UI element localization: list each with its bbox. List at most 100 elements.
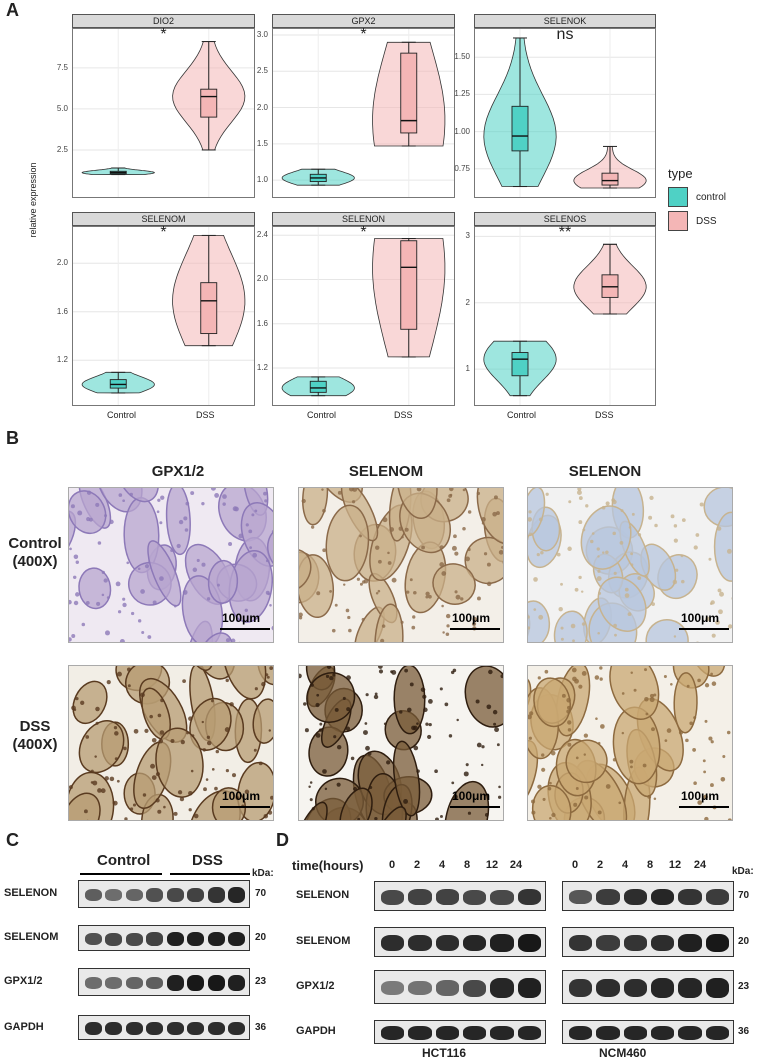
- cell-nucleus: [343, 583, 346, 586]
- facet-svg: [475, 227, 655, 405]
- cell-nucleus: [503, 569, 504, 573]
- cell-nucleus: [675, 568, 679, 572]
- cell-nucleus: [624, 593, 630, 598]
- cell-nucleus: [359, 582, 363, 586]
- protein-band: [381, 934, 405, 952]
- cell-nucleus: [451, 781, 455, 785]
- cell-nucleus: [528, 736, 532, 740]
- cell-nucleus: [708, 557, 712, 561]
- protein-band: [517, 934, 541, 952]
- ihc-micrograph: [298, 665, 504, 821]
- kda-value: 36: [255, 1021, 267, 1033]
- protein-band: [651, 1026, 675, 1040]
- tissue-crypt: [69, 562, 70, 636]
- cell-nucleus: [717, 526, 722, 531]
- cell-nucleus: [334, 603, 338, 607]
- cell-nucleus: [498, 785, 501, 789]
- cell-nucleus: [130, 611, 135, 616]
- significance-marker: *: [160, 224, 167, 241]
- cell-nucleus: [500, 674, 503, 679]
- y-tick-label: 2.0: [256, 102, 268, 112]
- cell-nucleus: [170, 549, 174, 553]
- cell-nucleus: [434, 769, 438, 774]
- cell-nucleus: [201, 720, 204, 724]
- cell-nucleus: [612, 531, 616, 536]
- cell-nucleus: [216, 583, 220, 587]
- facet-svg: [475, 29, 655, 197]
- cell-nucleus: [119, 638, 125, 642]
- panel-c-letter: C: [6, 830, 19, 850]
- y-tick-label: 1.6: [256, 318, 268, 328]
- cell-nucleus: [446, 498, 451, 503]
- cell-nucleus: [157, 498, 161, 502]
- cell-nucleus: [170, 738, 175, 743]
- cell-nucleus: [299, 673, 302, 679]
- cell-nucleus: [113, 726, 118, 730]
- cell-nucleus: [462, 488, 466, 492]
- time-point-label: 12: [668, 859, 682, 871]
- time-point-label: 0: [571, 859, 579, 871]
- cell-nucleus: [697, 678, 701, 683]
- cell-nucleus: [450, 670, 455, 675]
- protein-band: [569, 978, 593, 998]
- cell-nucleus: [407, 707, 412, 713]
- tissue-crypt: [78, 720, 125, 774]
- protein-band: [623, 1026, 647, 1040]
- protein-band: [381, 980, 405, 995]
- time-point-label: 12: [485, 859, 499, 871]
- protein-band: [705, 1026, 729, 1040]
- group-underline-dss: [170, 873, 250, 875]
- cell-nucleus: [533, 608, 537, 611]
- cell-nucleus: [460, 597, 464, 601]
- cell-nucleus: [75, 696, 79, 701]
- protein-label: GAPDH: [296, 1025, 336, 1037]
- ihc-micrograph: [68, 665, 274, 821]
- cell-nucleus: [329, 675, 334, 681]
- facet-plot: [272, 28, 455, 198]
- y-tick-label: 2.5: [256, 66, 268, 76]
- cell-nucleus: [644, 668, 648, 672]
- cell-nucleus: [582, 528, 586, 532]
- tissue-texture: [528, 488, 732, 642]
- cell-nucleus: [322, 769, 327, 774]
- protein-band: [84, 976, 102, 990]
- cell-nucleus: [621, 692, 625, 695]
- cell-nucleus: [156, 510, 160, 514]
- scale-bar: [679, 628, 729, 630]
- cell-nucleus: [439, 562, 445, 567]
- cell-nucleus: [651, 727, 655, 732]
- cell-nucleus: [356, 577, 360, 581]
- cell-nucleus: [411, 625, 416, 630]
- cell-nucleus: [558, 606, 563, 612]
- cell-nucleus: [389, 527, 395, 532]
- cell-nucleus: [115, 581, 121, 587]
- cell-nucleus: [104, 776, 109, 781]
- cell-nucleus: [382, 517, 388, 523]
- scale-bar-label: 100μm: [452, 789, 491, 803]
- time-point-label: 24: [693, 859, 707, 871]
- protein-band: [435, 889, 459, 905]
- protein-band: [569, 889, 593, 905]
- cell-nucleus: [621, 731, 625, 735]
- y-tick-label: 0.75: [454, 163, 470, 173]
- cell-nucleus: [448, 734, 453, 738]
- cell-nucleus: [177, 790, 183, 795]
- cell-nucleus: [331, 628, 336, 633]
- cell-nucleus: [642, 763, 647, 768]
- cell-nucleus: [412, 615, 416, 619]
- cell-nucleus: [620, 509, 624, 513]
- protein-band: [596, 978, 620, 998]
- cell-nucleus: [502, 561, 503, 564]
- cell-nucleus: [173, 604, 177, 608]
- box-dss: [400, 240, 418, 330]
- protein-band: [705, 978, 729, 998]
- x-label-dss-3: DSS: [595, 410, 614, 420]
- cell-nucleus: [96, 601, 101, 606]
- cell-nucleus: [529, 711, 534, 716]
- cell-nucleus: [486, 562, 491, 567]
- facet-title: SELENON: [272, 212, 455, 226]
- cell-nucleus: [206, 735, 211, 740]
- cell-nucleus: [709, 602, 713, 605]
- cell-nucleus: [492, 511, 497, 517]
- cell-nucleus: [308, 785, 311, 789]
